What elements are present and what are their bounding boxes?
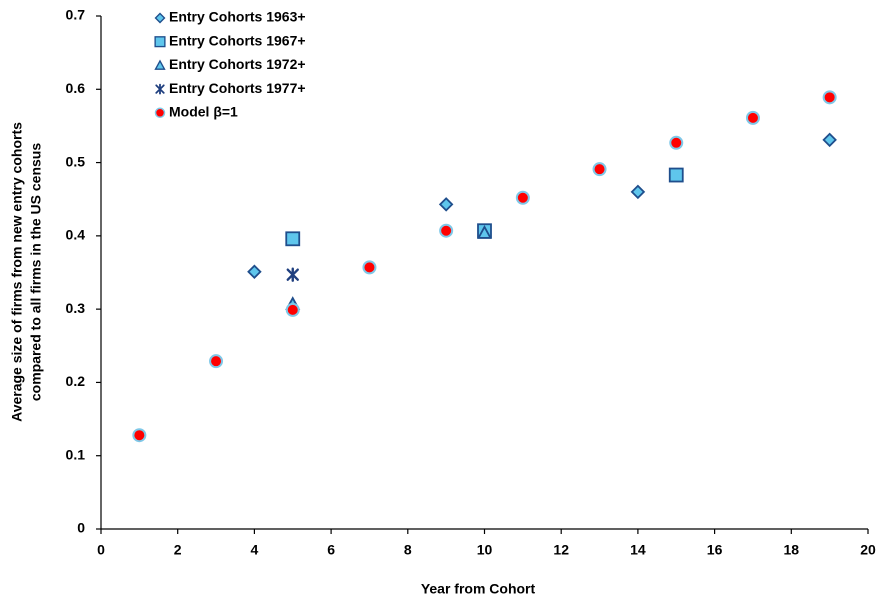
x-axis-label: Year from Cohort — [421, 581, 536, 597]
data-point — [285, 302, 300, 317]
y-axis-label: compared to all firms in the US census — [28, 143, 44, 402]
y-tick-label: 0.7 — [66, 7, 86, 23]
data-point — [132, 428, 147, 443]
data-point — [209, 354, 224, 369]
legend-marker — [155, 83, 165, 95]
data-point — [592, 162, 607, 177]
x-tick-label: 6 — [327, 542, 335, 558]
data-point — [745, 110, 760, 125]
legend-label: Entry Cohorts 1963+ — [169, 9, 306, 25]
data-point — [285, 231, 301, 247]
data-point — [822, 90, 837, 105]
legend-marker — [154, 59, 166, 70]
x-tick-label: 0 — [97, 542, 105, 558]
x-tick-label: 14 — [630, 542, 646, 558]
data-point — [668, 167, 684, 183]
legend-label: Entry Cohorts 1977+ — [169, 80, 306, 96]
x-tick-label: 4 — [251, 542, 259, 558]
data-point — [286, 267, 299, 282]
legend-label: Entry Cohorts 1972+ — [169, 56, 306, 72]
x-tick-label: 12 — [553, 542, 569, 558]
legend-marker — [154, 107, 166, 119]
data-point — [822, 132, 837, 148]
data-point — [515, 190, 530, 205]
y-tick-label: 0.1 — [66, 446, 86, 462]
data-point — [438, 197, 454, 212]
data-point — [476, 225, 493, 239]
x-tick-label: 20 — [860, 542, 876, 558]
y-tick-label: 0.5 — [66, 153, 86, 169]
legend-marker — [154, 12, 166, 24]
legend-label: Entry Cohorts 1967+ — [169, 32, 306, 48]
x-tick-label: 16 — [707, 542, 723, 558]
data-point — [669, 135, 684, 150]
y-tick-label: 0.2 — [66, 373, 86, 389]
data-point — [630, 184, 646, 200]
legend-label: Model β=1 — [169, 104, 238, 120]
y-axis-label: Average size of firms from new entry coh… — [9, 122, 25, 422]
x-tick-label: 2 — [174, 542, 182, 558]
legend-marker — [154, 36, 166, 48]
data-point — [362, 260, 377, 275]
x-tick-label: 10 — [477, 542, 493, 558]
x-tick-label: 18 — [784, 542, 800, 558]
y-tick-label: 0 — [77, 520, 85, 536]
data-point — [247, 264, 262, 280]
data-point — [439, 223, 454, 238]
y-tick-label: 0.4 — [66, 227, 86, 243]
x-tick-label: 8 — [404, 542, 412, 558]
y-tick-label: 0.6 — [66, 80, 86, 96]
y-tick-label: 0.3 — [66, 300, 86, 316]
